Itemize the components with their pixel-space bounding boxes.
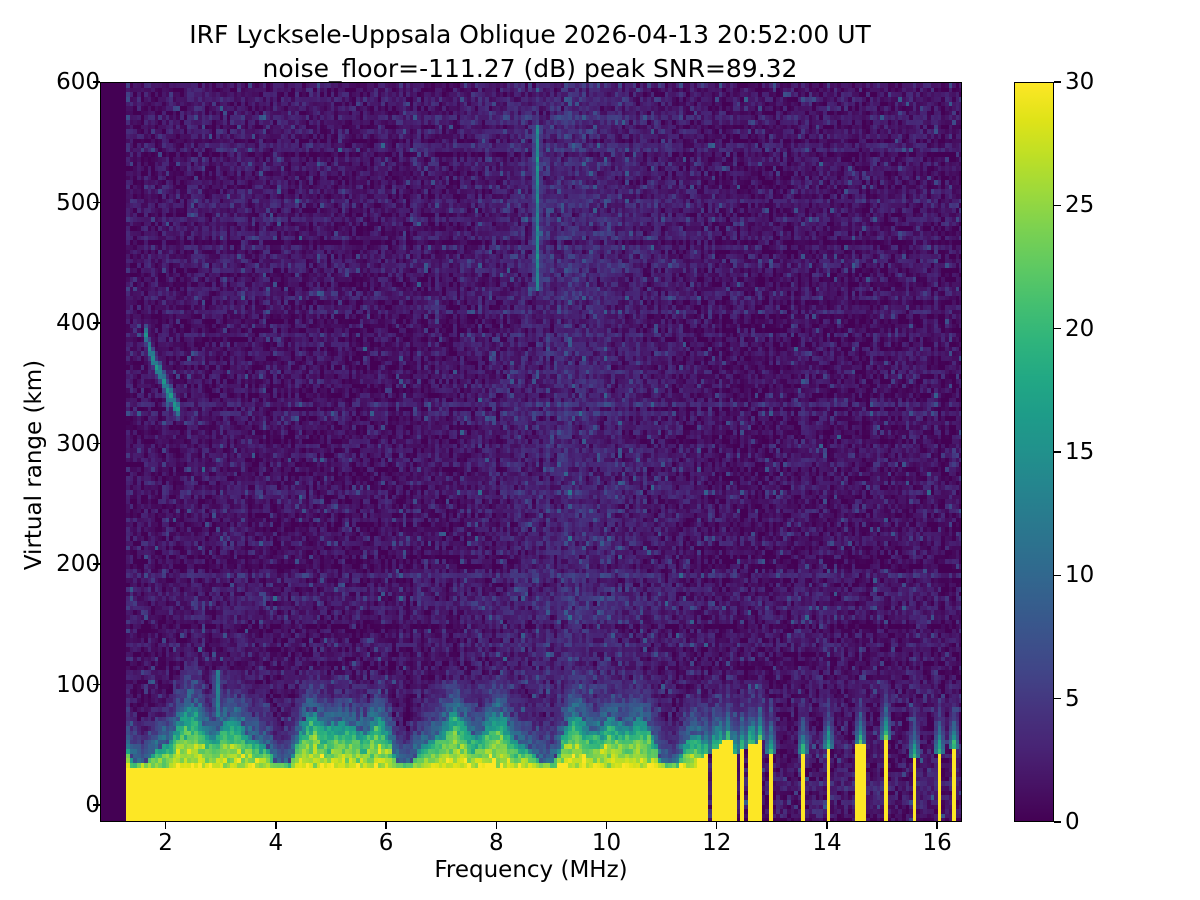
x-tick-label: 14 — [812, 830, 842, 856]
y-tick-label: 0 — [85, 792, 100, 819]
x-tick-mark — [716, 822, 718, 829]
colorbar-tick-label: 25 — [1065, 192, 1095, 219]
y-tick-label: 600 — [56, 69, 100, 95]
ionogram-plot-area[interactable] — [100, 82, 962, 822]
x-axis-label: Frequency (MHz) — [434, 857, 628, 883]
y-tick-label: 500 — [56, 189, 100, 216]
title-line-1: IRF Lycksele-Uppsala Oblique 2026-04-13 … — [189, 20, 871, 49]
colorbar-tick-label: 0 — [1065, 809, 1080, 835]
x-tick-label: 16 — [922, 830, 952, 856]
colorbar-tick-mark — [1054, 204, 1061, 207]
y-tick-mark — [93, 81, 100, 83]
y-axis: 0 100 200 300 400 500 600 — [0, 0, 100, 900]
colorbar-tick-mark — [1054, 81, 1061, 83]
x-tick-mark — [275, 822, 277, 829]
x-tick-mark — [164, 822, 167, 829]
colorbar-label-holder: SNR (dB) — [1102, 282, 1200, 622]
colorbar-tick-mark — [1054, 821, 1061, 823]
colorbar-tick-label: 5 — [1065, 685, 1080, 712]
x-tick-mark — [495, 822, 497, 829]
figure-title: IRF Lycksele-Uppsala Oblique 2026-04-13 … — [0, 18, 1060, 86]
y-tick-label: 200 — [56, 551, 100, 578]
y-tick-mark — [93, 442, 100, 445]
title-line-2: noise_floor=-111.27 (dB) peak SNR=89.32 — [262, 54, 798, 83]
colorbar-tick-mark — [1054, 574, 1061, 577]
y-tick-label: 300 — [56, 430, 100, 457]
x-tick-label: 10 — [591, 830, 622, 856]
colorbar[interactable]: 0 5 10 15 20 25 30 — [1014, 69, 1094, 835]
y-tick-label: 100 — [56, 671, 100, 698]
colorbar-tick-label: 10 — [1065, 562, 1095, 589]
colorbar-gradient — [1014, 82, 1054, 822]
colorbar-tick-label: 30 — [1065, 69, 1095, 95]
x-tick-label: 6 — [378, 830, 394, 856]
y-tick-mark — [93, 322, 100, 324]
ionogram-heatmap[interactable] — [101, 83, 961, 821]
x-tick-label: 12 — [702, 830, 732, 856]
y-tick-mark — [93, 683, 100, 686]
y-tick-mark — [93, 563, 100, 565]
y-tick-mark — [93, 804, 100, 806]
colorbar-tick-mark — [1054, 451, 1061, 453]
x-tick-label: 8 — [488, 830, 504, 856]
colorbar-tick-mark — [1054, 697, 1061, 700]
x-tick-label: 4 — [268, 830, 284, 856]
x-tick-mark — [826, 822, 828, 829]
x-tick-mark — [936, 822, 938, 829]
x-tick-mark — [605, 822, 608, 829]
x-tick-mark — [385, 822, 387, 829]
colorbar-tick-label: 20 — [1065, 315, 1095, 342]
y-tick-mark — [93, 201, 100, 204]
y-tick-label: 400 — [56, 310, 100, 337]
x-tick-label: 2 — [158, 830, 173, 856]
colorbar-tick-label: 15 — [1065, 439, 1095, 465]
colorbar-tick-mark — [1054, 327, 1061, 330]
